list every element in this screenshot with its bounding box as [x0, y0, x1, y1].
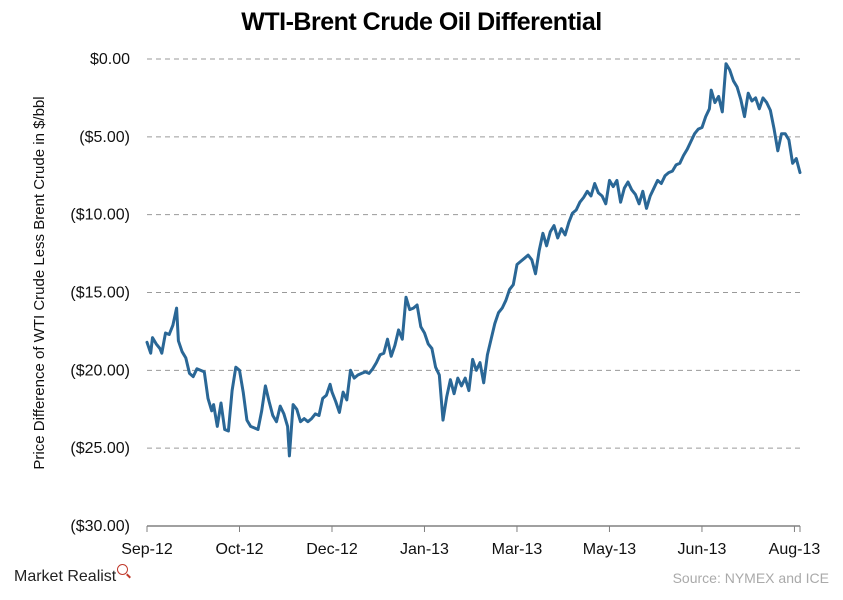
brand-logo: Market Realist	[14, 564, 129, 586]
y-tick-label: $0.00	[90, 51, 130, 68]
source-note: Source: NYMEX and ICE	[672, 570, 829, 586]
x-tick-label: May-13	[583, 541, 636, 558]
x-tick-label: Mar-13	[492, 541, 543, 558]
chart-title: WTI-Brent Crude Oil Differential	[241, 8, 602, 36]
magnifier-icon	[117, 564, 129, 575]
y-tick-label: ($20.00)	[70, 362, 130, 379]
y-tick-label: ($25.00)	[70, 440, 130, 457]
y-axis: $0.00 ($5.00) ($10.00) ($15.00) ($20.00) ($25…	[70, 51, 130, 535]
y-tick-label: ($5.00)	[79, 129, 130, 146]
series-line	[145, 62, 802, 458]
x-tick-label: Dec-12	[306, 541, 358, 558]
brand-text: Market Realist	[14, 568, 117, 585]
x-tick-label: Sep-12	[121, 541, 173, 558]
x-tick-label: Aug-13	[769, 541, 821, 558]
y-axis-label: Price Difference of WTI Crude Less Brent…	[31, 96, 48, 469]
y-tick-label: ($15.00)	[70, 285, 130, 302]
x-tick-label: Jun-13	[677, 541, 726, 558]
gridlines	[147, 58, 800, 449]
y-tick-label: ($30.00)	[70, 518, 130, 535]
x-tick-label: Oct-12	[215, 541, 263, 558]
x-tick-label: Jan-13	[400, 541, 449, 558]
x-axis: Sep-12 Oct-12 Dec-12 Jan-13 Mar-13 May-13 Jun-…	[121, 525, 821, 558]
series-layer	[145, 62, 802, 458]
y-tick-label: ($10.00)	[70, 207, 130, 224]
